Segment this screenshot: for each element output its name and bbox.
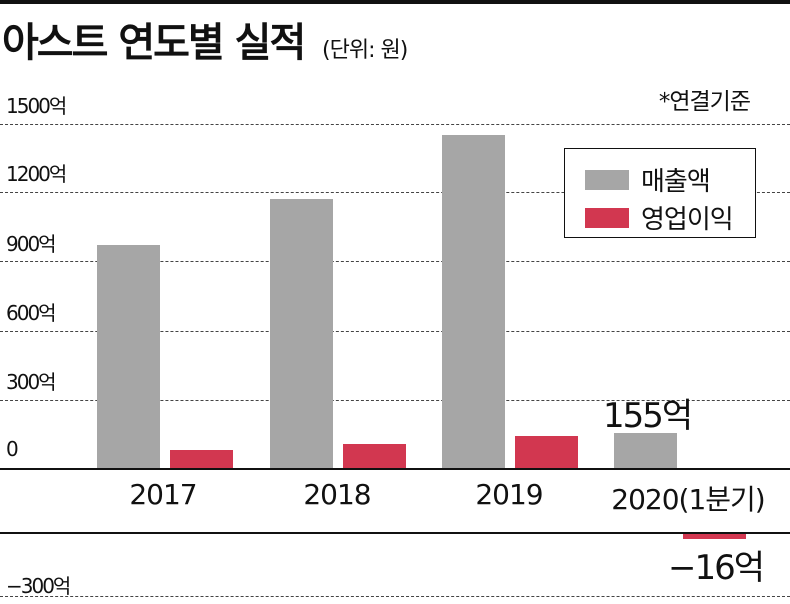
x-label-2017: 2017 — [129, 478, 197, 511]
gridline-1200 — [0, 192, 790, 193]
annotation-revenue-2020q1: 155억 — [603, 396, 693, 436]
bar-revenue-2018 — [270, 199, 333, 469]
category-axis-bottom-line — [0, 532, 790, 534]
legend-item-op-profit: 영업이익 — [585, 199, 734, 236]
chart-title: 아스트 연도별 실적 — [2, 20, 306, 66]
y-tick-300: 300억 — [6, 370, 57, 394]
unit-label: (단위: 원) — [322, 38, 408, 63]
bar-revenue-2017 — [97, 245, 160, 469]
bar-op-profit-2017 — [170, 450, 233, 469]
legend-label-op-profit: 영업이익 — [641, 205, 734, 235]
gridline-minus300 — [0, 596, 790, 597]
x-label-2018: 2018 — [303, 478, 371, 511]
top-rule — [0, 0, 790, 4]
legend: 매출액 영업이익 — [564, 148, 756, 238]
basis-note: *연결기준 — [658, 89, 751, 115]
gridline-600 — [0, 331, 790, 332]
legend-label-revenue: 매출액 — [641, 167, 711, 197]
x-label-2019: 2019 — [475, 478, 543, 511]
gridline-300 — [0, 400, 790, 401]
bar-revenue-2020q1 — [614, 433, 677, 469]
bar-op-profit-2020q1 — [683, 534, 746, 539]
y-tick-1500: 1500억 — [6, 94, 67, 118]
x-label-2020q1: 2020(1분기) — [611, 483, 765, 516]
y-tick-1200: 1200억 — [6, 162, 67, 186]
y-tick-0: 0 — [6, 437, 19, 461]
legend-swatch-gray — [585, 169, 629, 190]
y-tick-900: 900억 — [6, 232, 57, 256]
gridline-1500 — [0, 124, 790, 125]
y-tick-600: 600억 — [6, 301, 57, 325]
legend-item-revenue: 매출액 — [585, 161, 711, 198]
bar-op-profit-2018 — [343, 444, 406, 469]
bar-op-profit-2019 — [515, 436, 578, 469]
annotation-op-profit-2020q1: −16억 — [668, 548, 765, 588]
y-tick-minus300: −300억 — [6, 574, 71, 598]
gridline-900 — [0, 261, 790, 262]
zero-baseline — [0, 468, 790, 470]
bar-revenue-2019 — [442, 135, 505, 469]
legend-swatch-red — [585, 207, 629, 228]
